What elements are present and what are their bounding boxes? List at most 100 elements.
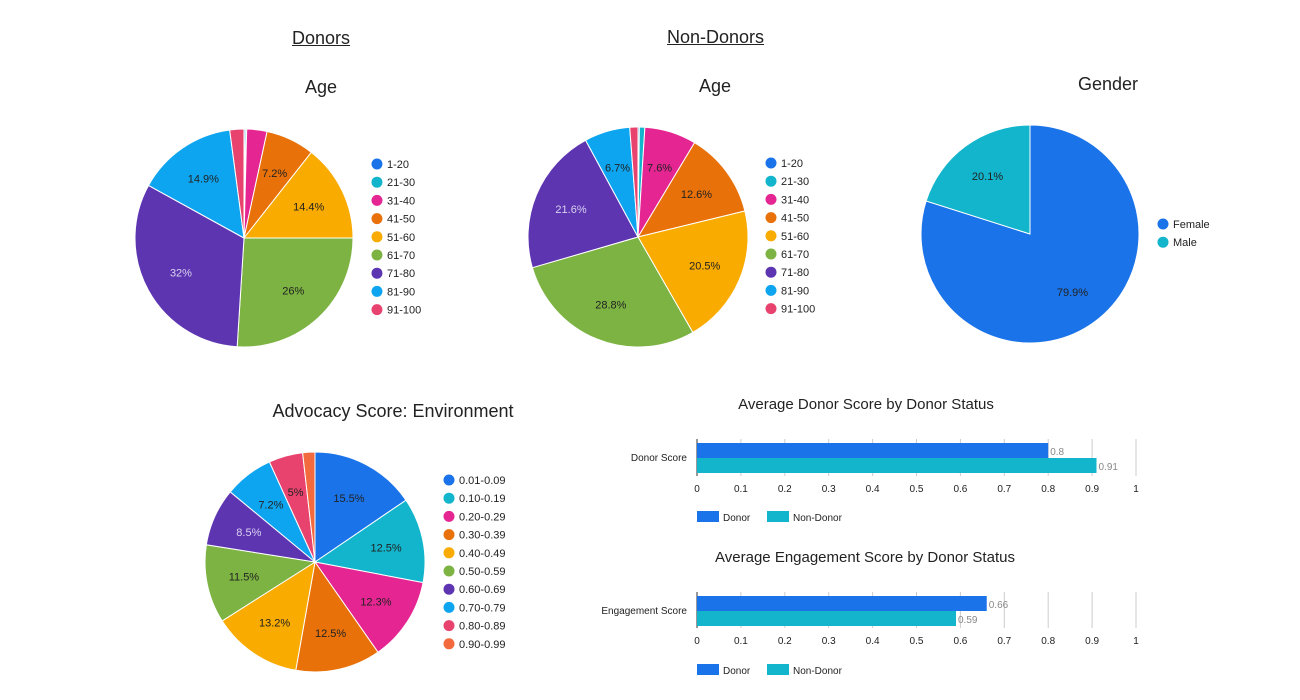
nondonor-age-legend-marker: [765, 230, 777, 242]
donor-score-bar-Donor[interactable]: [697, 443, 1049, 458]
donor-age-data-label: 7.2%: [262, 168, 287, 180]
donor-age-legend-marker: [371, 158, 383, 170]
nondonor-age-legend-label[interactable]: 81-90: [781, 285, 809, 297]
donor-age-data-label: 26%: [282, 285, 304, 297]
advocacy-data-label: 12.5%: [315, 628, 346, 640]
donor-age-slice-51-60[interactable]: [242, 151, 354, 239]
gender-pie-chart: Gender 79.9% 20.1% Female Male: [920, 74, 1210, 344]
donor-score-legend-label[interactable]: Donor: [723, 513, 751, 524]
advocacy-data-label: 12.3%: [360, 596, 391, 608]
engagement-score-tick-label: 0.2: [778, 636, 792, 647]
nondonor-age-legend-label[interactable]: 91-100: [781, 304, 815, 316]
donor-age-legend-label[interactable]: 61-70: [387, 250, 415, 262]
advocacy-legend-marker: [443, 474, 455, 486]
donor-age-legend-label[interactable]: 91-100: [387, 305, 421, 317]
engagement-score-bar-chart: Average Engagement Score by Donor Status…: [601, 549, 1139, 677]
advocacy-slice-0.01-0.09[interactable]: [314, 451, 407, 563]
donor-age-slice-81-90[interactable]: [147, 129, 245, 239]
advocacy-legend-label[interactable]: 0.30-0.39: [459, 530, 505, 542]
nondonor-age-slice-71-80[interactable]: [527, 139, 639, 269]
donor-age-slice-71-80[interactable]: [134, 184, 245, 348]
advocacy-slice-0.30-0.39[interactable]: [295, 560, 379, 673]
nondonor-age-slice-51-60[interactable]: [637, 210, 749, 334]
engagement-score-tick-label: 0.5: [910, 636, 924, 647]
advocacy-slice-0.90-0.99[interactable]: [302, 451, 316, 563]
nondonor-age-data-label: 6.7%: [605, 162, 630, 174]
advocacy-legend-label[interactable]: 0.80-0.89: [459, 621, 505, 633]
donor-age-pie-chart: Age 7.2% 14.4% 26% 32% 14.9% 1-20 21-30 31-40 41-…: [134, 77, 421, 348]
donor-age-legend-label[interactable]: 81-90: [387, 286, 415, 298]
advocacy-legend-marker: [443, 492, 455, 504]
nondonor-age-legend-marker: [765, 212, 777, 224]
donor-score-bar-Non-Donor[interactable]: [697, 458, 1097, 473]
advocacy-legend-label[interactable]: 0.10-0.19: [459, 493, 505, 505]
advocacy-data-label: 13.2%: [259, 617, 290, 629]
donor-age-legend-marker: [371, 267, 383, 279]
nondonor-age-slice-61-70[interactable]: [531, 236, 694, 348]
engagement-score-bar-Donor[interactable]: [697, 596, 987, 611]
nondonor-age-data-label: 20.5%: [689, 261, 720, 273]
nondonor-age-legend-label[interactable]: 61-70: [781, 249, 809, 261]
nondonor-age-title: Age: [699, 76, 731, 96]
nondonor-age-legend-marker: [765, 157, 777, 169]
advocacy-data-label: 15.5%: [333, 493, 364, 505]
advocacy-legend-label[interactable]: 0.90-0.99: [459, 639, 505, 651]
nondonor-age-legend-label[interactable]: 41-50: [781, 213, 809, 225]
nondonor-age-legend-label[interactable]: 31-40: [781, 194, 809, 206]
engagement-score-title: Average Engagement Score by Donor Status: [715, 549, 1015, 566]
donor-age-legend-label[interactable]: 51-60: [387, 232, 415, 244]
donor-score-tick-label: 0.5: [910, 484, 924, 495]
gender-legend-label[interactable]: Female: [1173, 219, 1210, 231]
donor-age-legend-label[interactable]: 71-80: [387, 268, 415, 280]
engagement-score-legend-label[interactable]: Non-Donor: [793, 666, 843, 677]
engagement-score-legend-label[interactable]: Donor: [723, 666, 751, 677]
gender-title: Gender: [1078, 74, 1138, 94]
donor-age-legend-label[interactable]: 41-50: [387, 214, 415, 226]
donor-age-legend-marker: [371, 194, 383, 206]
donor-age-data-label: 32%: [170, 268, 192, 280]
gender-legend-label[interactable]: Male: [1173, 237, 1197, 249]
donor-score-tick-label: 0.8: [1041, 484, 1055, 495]
donor-age-slice-61-70[interactable]: [236, 237, 354, 348]
advocacy-legend-label[interactable]: 0.40-0.49: [459, 548, 505, 560]
advocacy-legend-label[interactable]: 0.70-0.79: [459, 602, 505, 614]
engagement-score-tick-label: 0.6: [953, 636, 967, 647]
donor-score-category-label: Donor Score: [631, 453, 688, 464]
nondonor-age-legend-marker: [765, 175, 777, 187]
donor-age-legend-label[interactable]: 1-20: [387, 159, 409, 171]
gender-slice-Male[interactable]: [925, 124, 1031, 235]
nondonor-age-legend-label[interactable]: 21-30: [781, 176, 809, 188]
advocacy-legend-label[interactable]: 0.60-0.69: [459, 584, 505, 596]
nondonor-age-legend-label[interactable]: 51-60: [781, 231, 809, 243]
donor-score-legend-marker: [697, 511, 719, 522]
nondonor-age-legend-label[interactable]: 71-80: [781, 267, 809, 279]
advocacy-slice-0.10-0.19[interactable]: [313, 499, 426, 584]
advocacy-legend-label[interactable]: 0.20-0.29: [459, 511, 505, 523]
advocacy-title: Advocacy Score: Environment: [272, 401, 513, 421]
donor-score-legend-label[interactable]: Non-Donor: [793, 513, 843, 524]
donor-age-slice-91-100[interactable]: [229, 128, 245, 239]
donor-age-legend-label[interactable]: 21-30: [387, 177, 415, 189]
gender-data-label: 20.1%: [972, 171, 1003, 183]
donor-score-tick-label: 0.7: [997, 484, 1011, 495]
nondonor-age-slice-91-100[interactable]: [629, 126, 639, 238]
engagement-score-tick-label: 0: [694, 636, 700, 647]
gender-slice-Female[interactable]: [920, 124, 1140, 344]
advocacy-slice-0.20-0.29[interactable]: [313, 561, 424, 653]
donor-age-legend-label[interactable]: 31-40: [387, 195, 415, 207]
nondonor-age-legend-label[interactable]: 1-20: [781, 158, 803, 170]
advocacy-slice-0.40-0.49[interactable]: [221, 560, 316, 671]
advocacy-legend-marker: [443, 583, 455, 595]
advocacy-legend-label[interactable]: 0.01-0.09: [459, 475, 505, 487]
donor-score-legend-marker: [767, 511, 789, 522]
engagement-score-bar-Non-Donor[interactable]: [697, 611, 957, 626]
engagement-score-tick-label: 0.7: [997, 636, 1011, 647]
nondonor-age-legend-marker: [765, 193, 777, 205]
nondonor-age-slice-41-50[interactable]: [636, 141, 746, 238]
donor-score-tick-label: 0.9: [1085, 484, 1099, 495]
gender-legend-marker: [1157, 236, 1169, 248]
advocacy-slice-0.50-0.59[interactable]: [204, 544, 317, 622]
donor-score-tick-label: 0: [694, 484, 700, 495]
advocacy-legend-label[interactable]: 0.50-0.59: [459, 566, 505, 578]
